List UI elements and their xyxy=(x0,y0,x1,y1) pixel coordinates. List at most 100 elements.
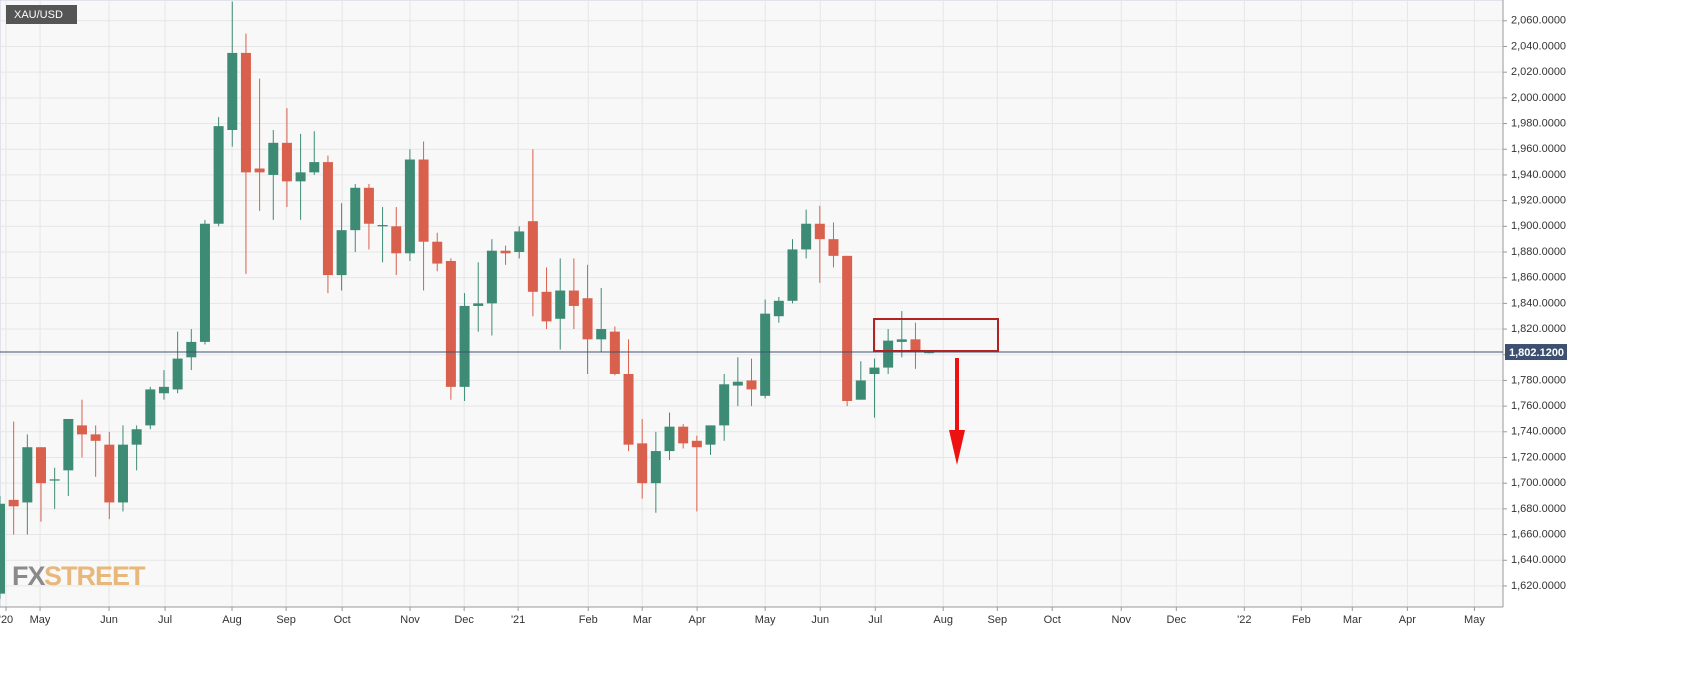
candle-body xyxy=(541,291,552,322)
x-tick-label: May xyxy=(755,614,776,626)
y-tick-label: 1,720.0000 xyxy=(1511,451,1566,463)
candle-body xyxy=(773,300,784,317)
annotation-arrow-head xyxy=(949,430,965,465)
candle-body xyxy=(131,429,142,445)
candle-body xyxy=(35,447,46,484)
candle-body xyxy=(0,503,5,594)
x-tick-label: Jun xyxy=(100,614,118,626)
last-price-label: 1,802.1200 xyxy=(1509,347,1564,359)
x-tick-label: Oct xyxy=(334,614,351,626)
y-tick-label: 1,880.0000 xyxy=(1511,246,1566,258)
candle-body xyxy=(172,358,183,390)
candle-body xyxy=(732,381,743,386)
y-tick-label: 1,620.0000 xyxy=(1511,580,1566,592)
candle-body xyxy=(527,221,538,292)
y-tick-label: 1,980.0000 xyxy=(1511,117,1566,129)
y-tick-label: 1,660.0000 xyxy=(1511,528,1566,540)
y-tick-label: 1,700.0000 xyxy=(1511,477,1566,489)
y-tick-label: 1,840.0000 xyxy=(1511,297,1566,309)
x-tick-label: Jun xyxy=(811,614,829,626)
candle-body xyxy=(336,230,347,276)
candle-body xyxy=(254,168,265,173)
candle-body xyxy=(678,426,689,444)
x-tick-label: Apr xyxy=(1399,614,1416,626)
candle-body xyxy=(227,52,238,130)
x-tick-label: Jul xyxy=(158,614,172,626)
candle-body xyxy=(924,352,935,354)
candle-body xyxy=(104,444,115,503)
y-tick-label: 2,060.0000 xyxy=(1511,15,1566,27)
candle-body xyxy=(623,374,634,445)
candle-body xyxy=(486,250,497,304)
y-tick-label: 1,640.0000 xyxy=(1511,554,1566,566)
x-tick-label: Sep xyxy=(276,614,296,626)
candle-body xyxy=(650,451,661,484)
candle-body xyxy=(719,384,730,426)
candle-body xyxy=(459,305,470,387)
candle-body xyxy=(445,260,456,387)
y-tick-label: 1,760.0000 xyxy=(1511,400,1566,412)
logo-street: STREET xyxy=(44,561,146,591)
candle-body xyxy=(281,142,292,182)
candle-body xyxy=(49,479,60,481)
y-tick-label: 1,740.0000 xyxy=(1511,426,1566,438)
y-tick-label: 1,940.0000 xyxy=(1511,169,1566,181)
x-tick-label: Aug xyxy=(222,614,242,626)
candle-body xyxy=(268,142,279,175)
x-tick-label: Mar xyxy=(1343,614,1362,626)
candle-body xyxy=(309,162,320,173)
annotation-box xyxy=(873,318,999,352)
candle-body xyxy=(855,380,866,400)
candle-body xyxy=(582,298,593,340)
x-tick-label: May xyxy=(30,614,51,626)
x-tick-label: Nov xyxy=(1111,614,1131,626)
candle-body xyxy=(801,223,812,250)
y-tick-label: 1,820.0000 xyxy=(1511,323,1566,335)
candle-body xyxy=(404,159,415,254)
candle-body xyxy=(514,231,525,252)
x-tick-label: Mar xyxy=(633,614,652,626)
x-tick-label: Aug xyxy=(933,614,953,626)
candle-body xyxy=(746,380,757,390)
candle-body xyxy=(186,341,197,358)
candle-body xyxy=(814,223,825,240)
candle-body xyxy=(664,426,675,452)
candle-body xyxy=(76,425,87,435)
x-tick-label: '21 xyxy=(511,614,525,626)
candle-body xyxy=(63,418,74,471)
candle-body xyxy=(363,187,374,224)
candle-body xyxy=(322,162,333,276)
candle-body xyxy=(199,223,210,342)
x-tick-label: Feb xyxy=(579,614,598,626)
y-tick-label: 1,860.0000 xyxy=(1511,272,1566,284)
candle-body xyxy=(568,290,579,306)
candle-body xyxy=(637,443,648,484)
x-tick-label: Apr xyxy=(689,614,706,626)
candle-body xyxy=(828,239,839,256)
candle-body xyxy=(609,331,620,375)
x-tick-label: Oct xyxy=(1044,614,1061,626)
x-tick-label: Jul xyxy=(868,614,882,626)
candle-body xyxy=(22,447,33,503)
logo-fx: FX xyxy=(12,561,45,591)
candle-body xyxy=(418,159,429,242)
candle-body xyxy=(760,313,771,396)
candle-body xyxy=(869,367,880,375)
candle-body xyxy=(117,444,128,503)
x-tick-label: Nov xyxy=(400,614,420,626)
y-tick-label: 1,780.0000 xyxy=(1511,374,1566,386)
symbol: XAU/USD xyxy=(14,9,63,21)
y-tick-label: 1,680.0000 xyxy=(1511,503,1566,515)
y-tick-label: 1,900.0000 xyxy=(1511,220,1566,232)
candle-body xyxy=(691,440,702,448)
x-tick-label: Dec xyxy=(454,614,474,626)
candle-body xyxy=(910,339,921,353)
symbol-box xyxy=(6,5,77,24)
candle-body xyxy=(90,434,101,441)
candle-body xyxy=(350,187,361,231)
y-tick-label: 2,000.0000 xyxy=(1511,92,1566,104)
candle-body xyxy=(240,52,251,173)
candle-body xyxy=(158,386,169,394)
candle-body xyxy=(432,241,443,264)
